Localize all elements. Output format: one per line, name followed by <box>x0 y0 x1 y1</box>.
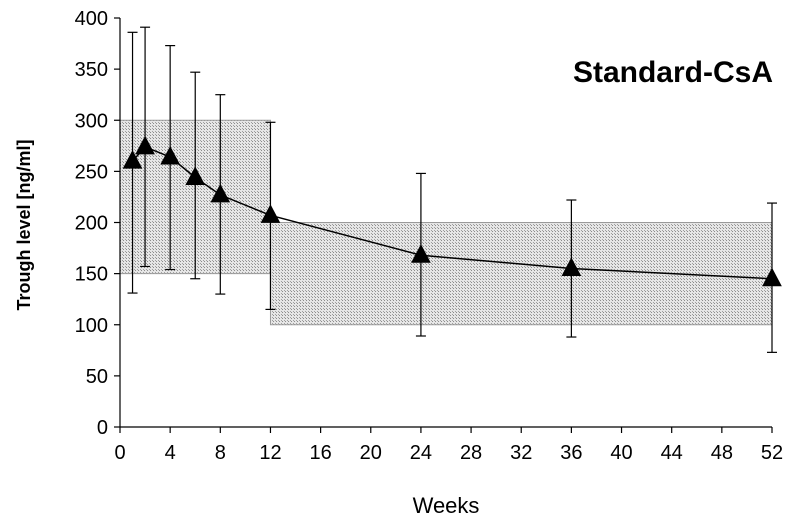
series-layer <box>122 26 782 353</box>
x-tick-label: 36 <box>560 442 582 464</box>
x-tick-label: 40 <box>610 442 632 464</box>
y-tick-label: 200 <box>75 213 108 235</box>
y-tick-label: 400 <box>75 8 108 30</box>
data-point-marker <box>185 166 206 186</box>
x-tick-label: 52 <box>761 442 783 464</box>
y-tick-label: 100 <box>75 315 108 337</box>
chart-title: Standard-CsA <box>573 56 773 89</box>
x-axis-title: Weeks <box>413 493 480 518</box>
y-tick-label: 300 <box>75 110 108 132</box>
data-point-marker <box>160 145 180 165</box>
x-tick-label: 0 <box>114 442 125 464</box>
x-tick-label: 28 <box>460 442 482 464</box>
x-tick-label: 16 <box>309 442 331 464</box>
y-tick-label: 150 <box>75 264 108 286</box>
x-tick-label: 24 <box>410 442 432 464</box>
data-point-marker <box>260 204 281 223</box>
x-tick-label: 12 <box>259 442 281 464</box>
x-tick-label: 4 <box>165 442 176 464</box>
data-point-marker <box>210 183 231 203</box>
y-tick-label: 350 <box>75 59 108 81</box>
data-point-marker <box>122 150 143 169</box>
data-point-marker <box>561 257 582 277</box>
y-tick-label: 250 <box>75 161 108 183</box>
data-point-marker <box>411 244 431 263</box>
data-point-marker <box>135 135 155 155</box>
data-point-marker <box>762 267 782 287</box>
y-axis-title: Trough level [ng/ml] <box>14 139 34 310</box>
x-tick-label: 48 <box>711 442 733 464</box>
target-range-band-2 <box>269 222 773 326</box>
x-tick-label: 8 <box>215 442 226 464</box>
x-tick-label: 20 <box>360 442 382 464</box>
y-tick-label: 50 <box>86 366 108 388</box>
y-tick-label: 0 <box>97 417 108 439</box>
x-tick-label: 32 <box>510 442 532 464</box>
x-tick-label: 44 <box>661 442 683 464</box>
